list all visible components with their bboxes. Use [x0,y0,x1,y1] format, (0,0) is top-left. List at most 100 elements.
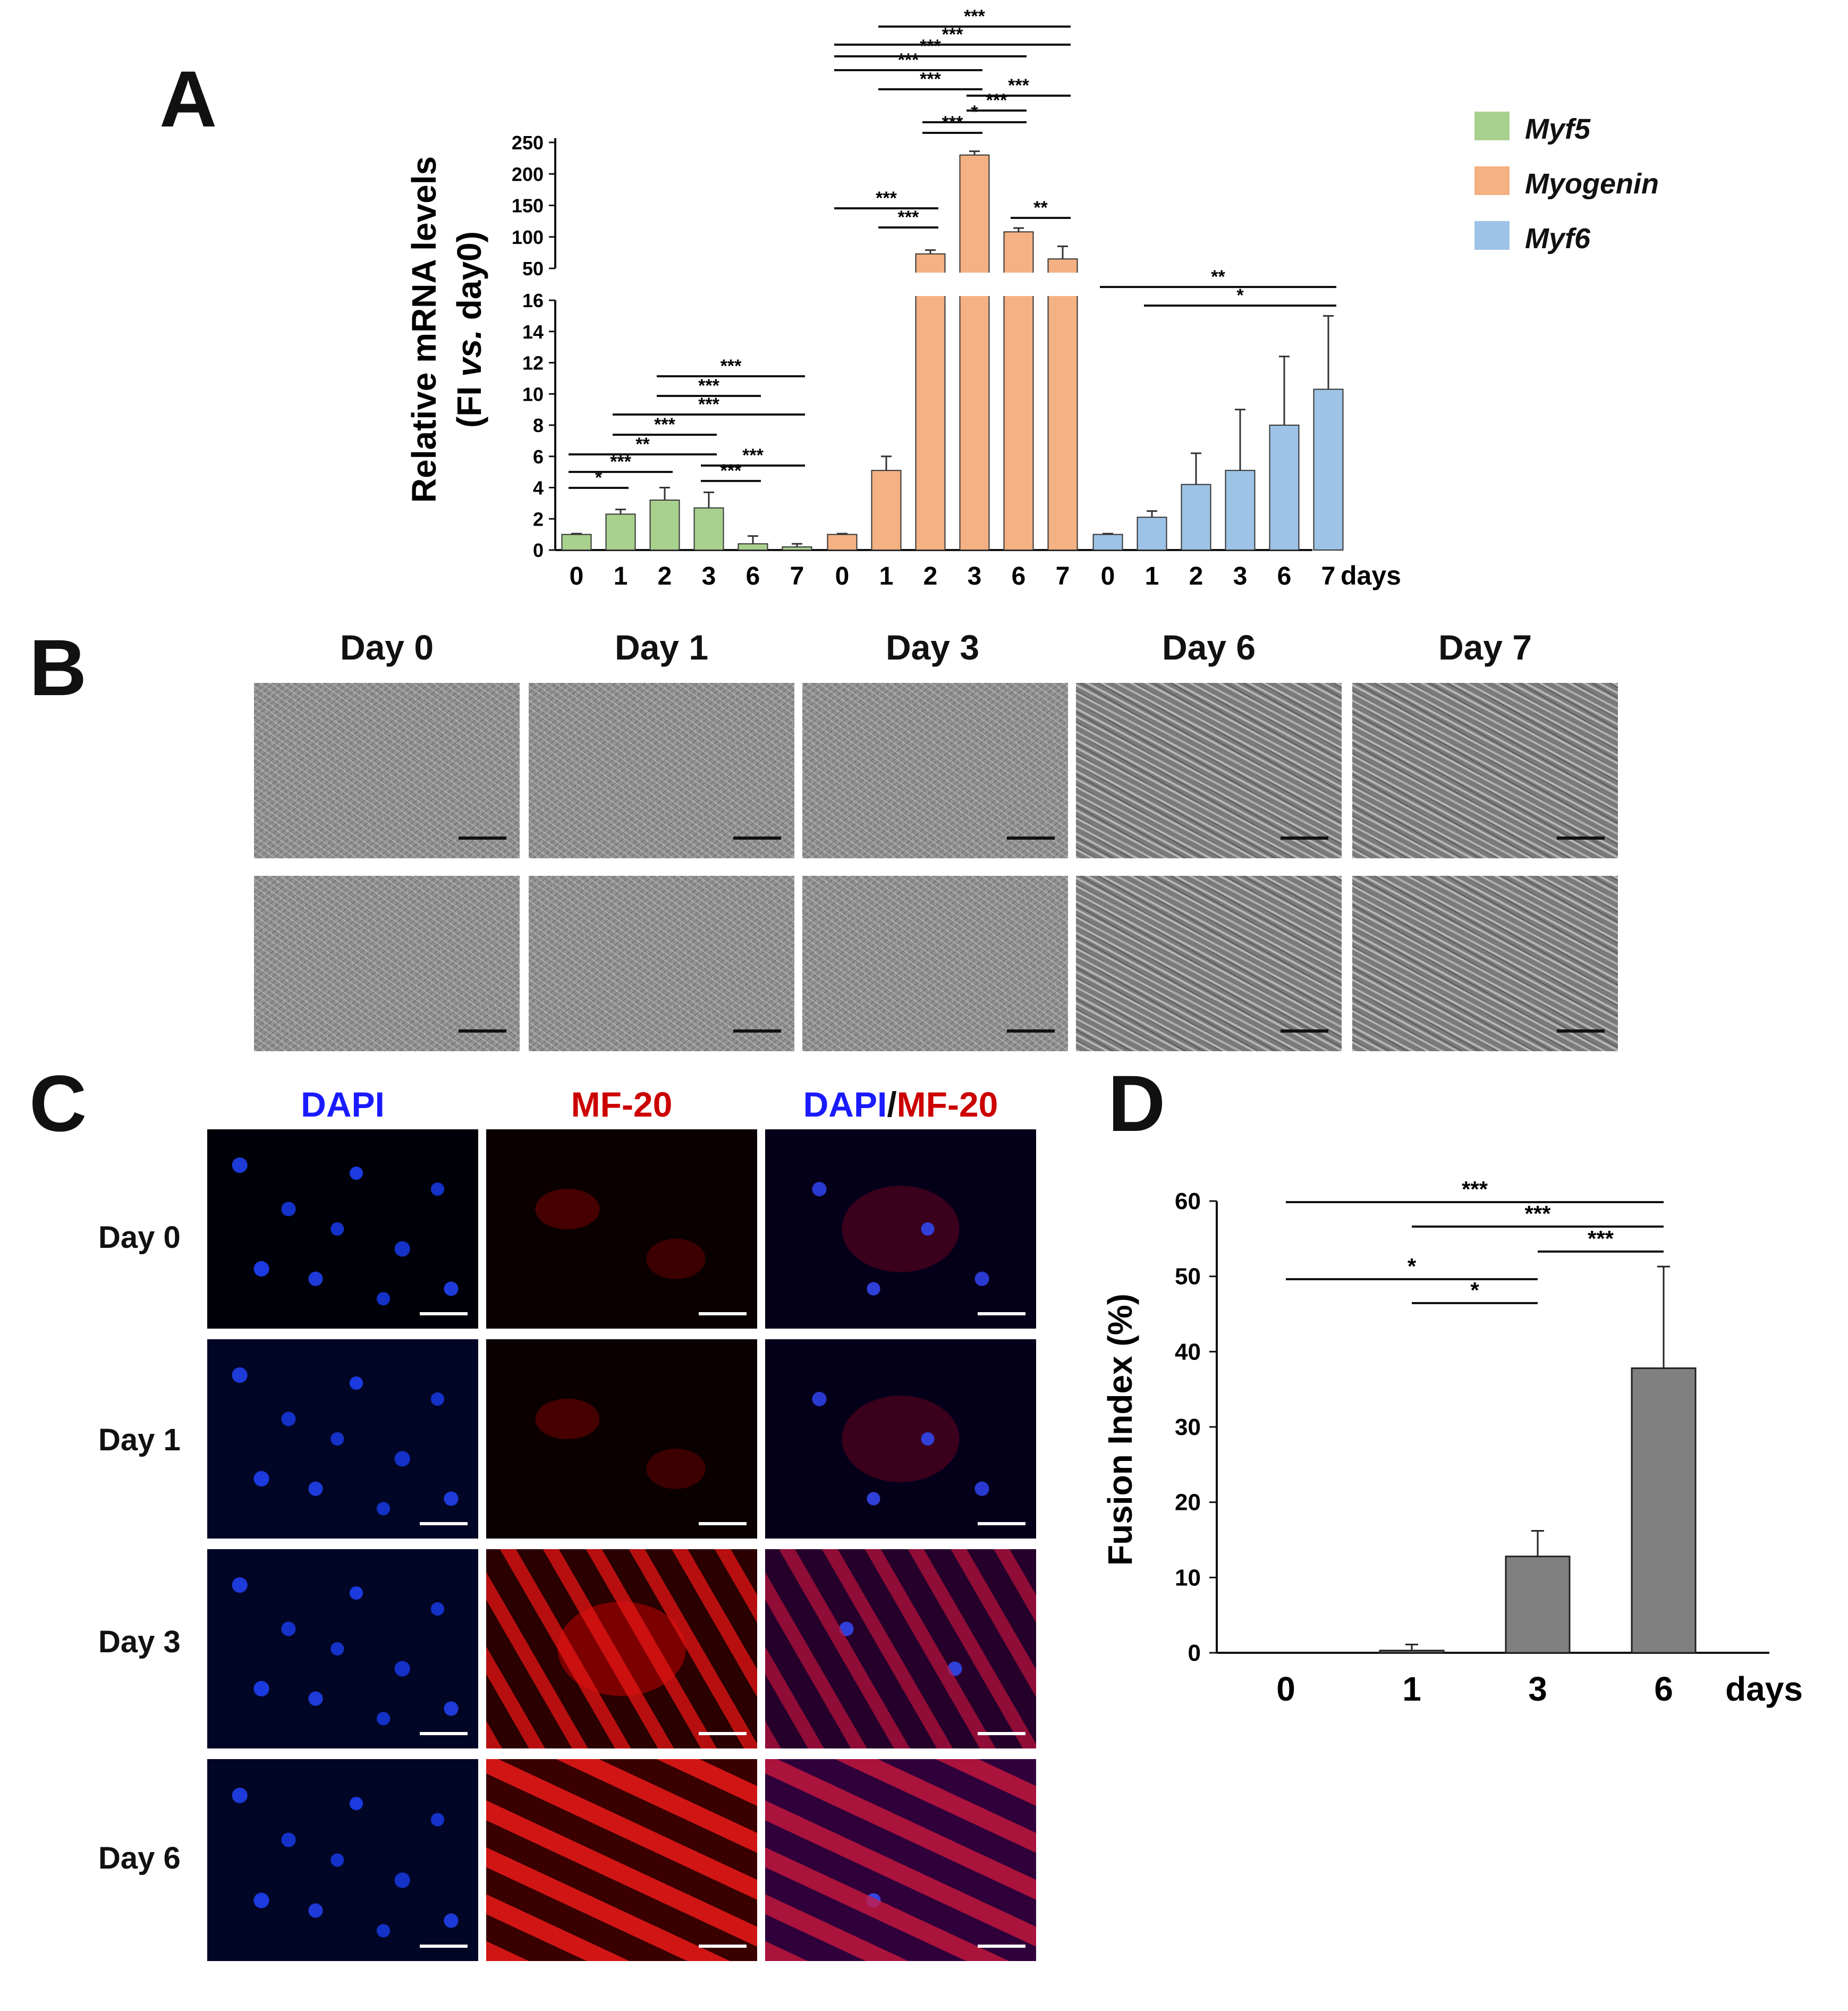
significance-label: ** [1211,267,1225,287]
panel-label-c: C [29,1059,87,1148]
micrograph-b-bottom-day1 [529,876,794,1051]
panel-c-col-merge: DAPI/MF-20 [765,1084,1036,1125]
y-tick-label: 20 [1175,1490,1201,1516]
legend-label-myogenin: Myogenin [1525,168,1659,200]
bar-myogenin-day7 [1047,258,1078,551]
y-tick-label: 8 [533,415,544,436]
micrograph-b-bottom-day7 [1352,876,1618,1051]
micrograph-b-bottom-day0 [254,876,520,1051]
x-tick-label: 7 [1056,562,1070,590]
y-label-part-italic: vs. [450,329,488,377]
x-tick-label: 3 [1528,1670,1547,1708]
panel-b-col-day3: Day 3 [885,628,980,667]
scale-bar [420,1522,468,1525]
bar-myf6-day7 [1313,388,1344,551]
merge-label-sep: / [887,1085,897,1124]
scale-bar [978,1732,1025,1735]
bar-myf5-day6 [737,543,768,551]
fluor-mf20-day6 [486,1759,757,1961]
x-tick-label: 7 [1321,562,1336,590]
bar-myf6-day0 [1092,534,1123,551]
panel-c-col-dapi: DAPI [301,1085,385,1124]
x-tick-label: 2 [1189,562,1203,590]
significance-label: *** [920,36,941,56]
scale-bar [699,1945,747,1948]
bar-myf6-day1 [1137,517,1167,551]
y-axis-label: Fusion Index (%) [1101,1294,1139,1566]
y-tick-label: 4 [533,477,544,499]
legend-swatch-myf6 [1474,221,1510,250]
y-tick-label: 6 [533,446,544,468]
significance-label: *** [1462,1177,1488,1202]
x-tick-label: 2 [658,562,672,590]
bar-myogenin-day1 [871,470,902,551]
micrograph-b-top-day3 [802,683,1068,858]
panel-b-col-day0: Day 0 [340,628,434,667]
x-tick-label: 0 [570,562,584,590]
scale-bar [420,1945,468,1948]
x-tick-label: 6 [1277,562,1292,590]
y-tick-label: 40 [1175,1339,1201,1365]
y-tick-label: 50 [1175,1264,1201,1290]
panel-c-col-mf20: MF-20 [571,1085,673,1124]
legend-label-myf5: Myf5 [1525,113,1591,145]
y-label-part: day0) [450,231,488,329]
y-tick-label: 10 [1175,1565,1201,1591]
bar-myf6-day2 [1181,484,1211,551]
significance-label: *** [720,356,742,376]
x-tick-label: 2 [923,562,938,590]
scale-bar [459,1029,506,1033]
fluor-mf20-day0 [486,1129,757,1329]
scale-bar [699,1312,747,1315]
micrograph-b-bottom-day3 [802,876,1068,1051]
scale-bar [420,1312,468,1315]
y-axis-label-line1: Relative mRNA levels [405,156,443,503]
fluor-dapi-day1 [207,1339,478,1539]
x-axis-label: days [1725,1670,1803,1708]
significance-label: ** [635,434,650,454]
bar-myf5-day7 [782,546,812,551]
x-tick-label: 3 [968,562,982,590]
panel-b-col-day1: Day 1 [614,628,709,667]
scale-bar [1281,1029,1328,1033]
scale-bar [420,1732,468,1735]
x-tick-label: 0 [1101,562,1115,590]
significance-label: * [1408,1254,1417,1279]
significance-label: *** [964,6,985,27]
x-tick-label: 7 [790,562,804,590]
scale-bar [978,1945,1025,1948]
significance-label: *** [898,207,919,227]
significance-label: *** [742,445,764,466]
scale-bar [978,1312,1025,1315]
micrograph-b-top-day7 [1352,683,1618,858]
fluor-dapi-day0 [207,1129,478,1329]
bar-day6 [1631,1367,1697,1654]
panel-c-row-day0: Day 0 [98,1220,181,1255]
panel-label-a: A [159,54,217,143]
fluor-dapi-day3 [207,1549,478,1748]
bar-myogenin-day2 [915,253,946,551]
bar-myf5-day0 [561,534,592,551]
scale-bar [733,836,781,840]
micrograph-b-top-day0 [254,683,520,858]
x-tick-label: 0 [1276,1670,1295,1708]
x-tick-label: 1 [614,562,628,590]
scale-bar [1007,836,1055,840]
significance-label: *** [1008,75,1029,96]
legend-label-myf6: Myf6 [1525,223,1591,255]
x-tick-label: 6 [1012,562,1026,590]
scale-bar [1007,1029,1055,1033]
significance-label: *** [654,415,675,435]
bar-day3 [1505,1556,1571,1654]
y-tick-label: 2 [533,508,544,530]
y-tick-label: 0 [533,539,544,561]
bar-myf6-day6 [1269,425,1300,551]
y-tick-label: 0 [1188,1640,1201,1666]
x-axis-label: days [1341,561,1401,590]
micrograph-b-bottom-day6 [1076,876,1342,1051]
bar-myf6-day3 [1225,470,1256,551]
significance-label: *** [986,90,1007,111]
merge-label-dapi: DAPI [803,1085,887,1124]
significance-label: ** [1033,198,1048,218]
x-tick-label: 0 [835,562,850,590]
